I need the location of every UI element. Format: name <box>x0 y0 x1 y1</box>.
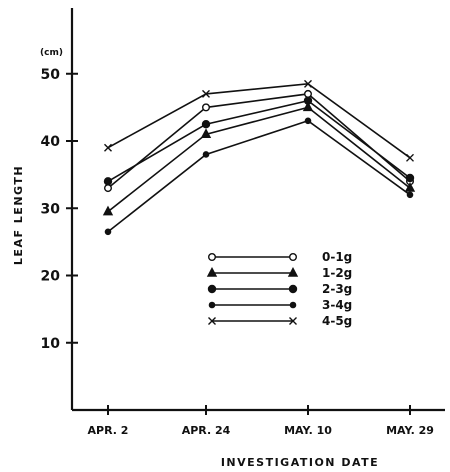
y-tick-label: 50 <box>41 67 61 83</box>
series-line <box>107 119 411 233</box>
legend-marker <box>289 301 297 309</box>
series-line <box>107 99 411 183</box>
data-point <box>405 173 415 183</box>
legend-marker <box>206 267 218 277</box>
legend-marker <box>288 284 298 294</box>
legend: 0-1g 1-2g 2-3g 3-4g 4-5g <box>206 250 352 328</box>
legend-marker <box>289 317 297 325</box>
x-axis-title: INVESTIGATION DATE <box>221 456 379 469</box>
legend-label: 2-3g <box>322 282 352 296</box>
data-point <box>201 119 211 129</box>
series-4-5g <box>104 79 414 162</box>
x-tick-label: APR. 2 <box>88 424 129 437</box>
legend-marker <box>207 284 217 294</box>
data-point <box>303 96 313 105</box>
legend-label: 1-2g <box>322 266 352 280</box>
legend-entry: 1-2g <box>206 266 352 280</box>
data-point <box>404 182 416 192</box>
legend-marker <box>208 317 216 325</box>
y-tick-label: 10 <box>41 336 61 352</box>
series-0-1g <box>103 89 415 193</box>
legend-marker <box>287 267 299 277</box>
legend-label: 0-1g <box>322 250 352 264</box>
data-point <box>302 101 314 112</box>
series-1-2g <box>102 101 416 216</box>
data-point <box>406 191 414 199</box>
y-axis-title: LEAF LENGTH <box>12 165 25 265</box>
data-point <box>201 103 210 112</box>
data-point <box>102 205 114 216</box>
legend-marker <box>207 252 216 261</box>
data-point <box>406 153 414 162</box>
y-unit-label: (cm) <box>40 48 63 58</box>
series-3-4g <box>104 117 414 236</box>
axes <box>70 8 445 412</box>
data-point <box>104 143 112 152</box>
legend-entry: 0-1g <box>207 250 352 264</box>
series-group <box>102 79 416 236</box>
x-tick-label: MAY. 29 <box>386 424 434 437</box>
data-point <box>103 184 112 193</box>
series-line <box>107 106 411 213</box>
data-point <box>103 177 113 186</box>
x-tick-label: APR. 24 <box>182 424 231 437</box>
y-ticks: 10 20 30 40 50 <box>41 67 78 352</box>
data-point <box>202 89 210 98</box>
series-2-3g <box>103 96 415 186</box>
y-tick-label: 30 <box>41 201 61 217</box>
legend-marker <box>289 252 298 261</box>
x-tick-label: MAY. 10 <box>284 424 332 437</box>
legend-entry: 3-4g <box>208 298 352 312</box>
legend-label: 4-5g <box>322 314 352 328</box>
data-point <box>202 151 210 158</box>
series-line <box>107 82 411 159</box>
data-point <box>304 117 312 125</box>
data-point <box>200 128 212 138</box>
series-line <box>107 93 411 189</box>
data-point <box>304 89 313 98</box>
legend-entry: 2-3g <box>207 282 352 296</box>
legend-entry: 4-5g <box>208 314 352 328</box>
data-point <box>104 228 112 236</box>
data-point <box>304 79 312 88</box>
legend-label: 3-4g <box>322 298 352 312</box>
x-ticks: APR. 2 APR. 24 MAY. 10 MAY. 29 <box>88 405 434 437</box>
y-tick-label: 20 <box>41 269 61 285</box>
legend-marker <box>208 301 216 309</box>
y-tick-label: 40 <box>41 134 61 150</box>
